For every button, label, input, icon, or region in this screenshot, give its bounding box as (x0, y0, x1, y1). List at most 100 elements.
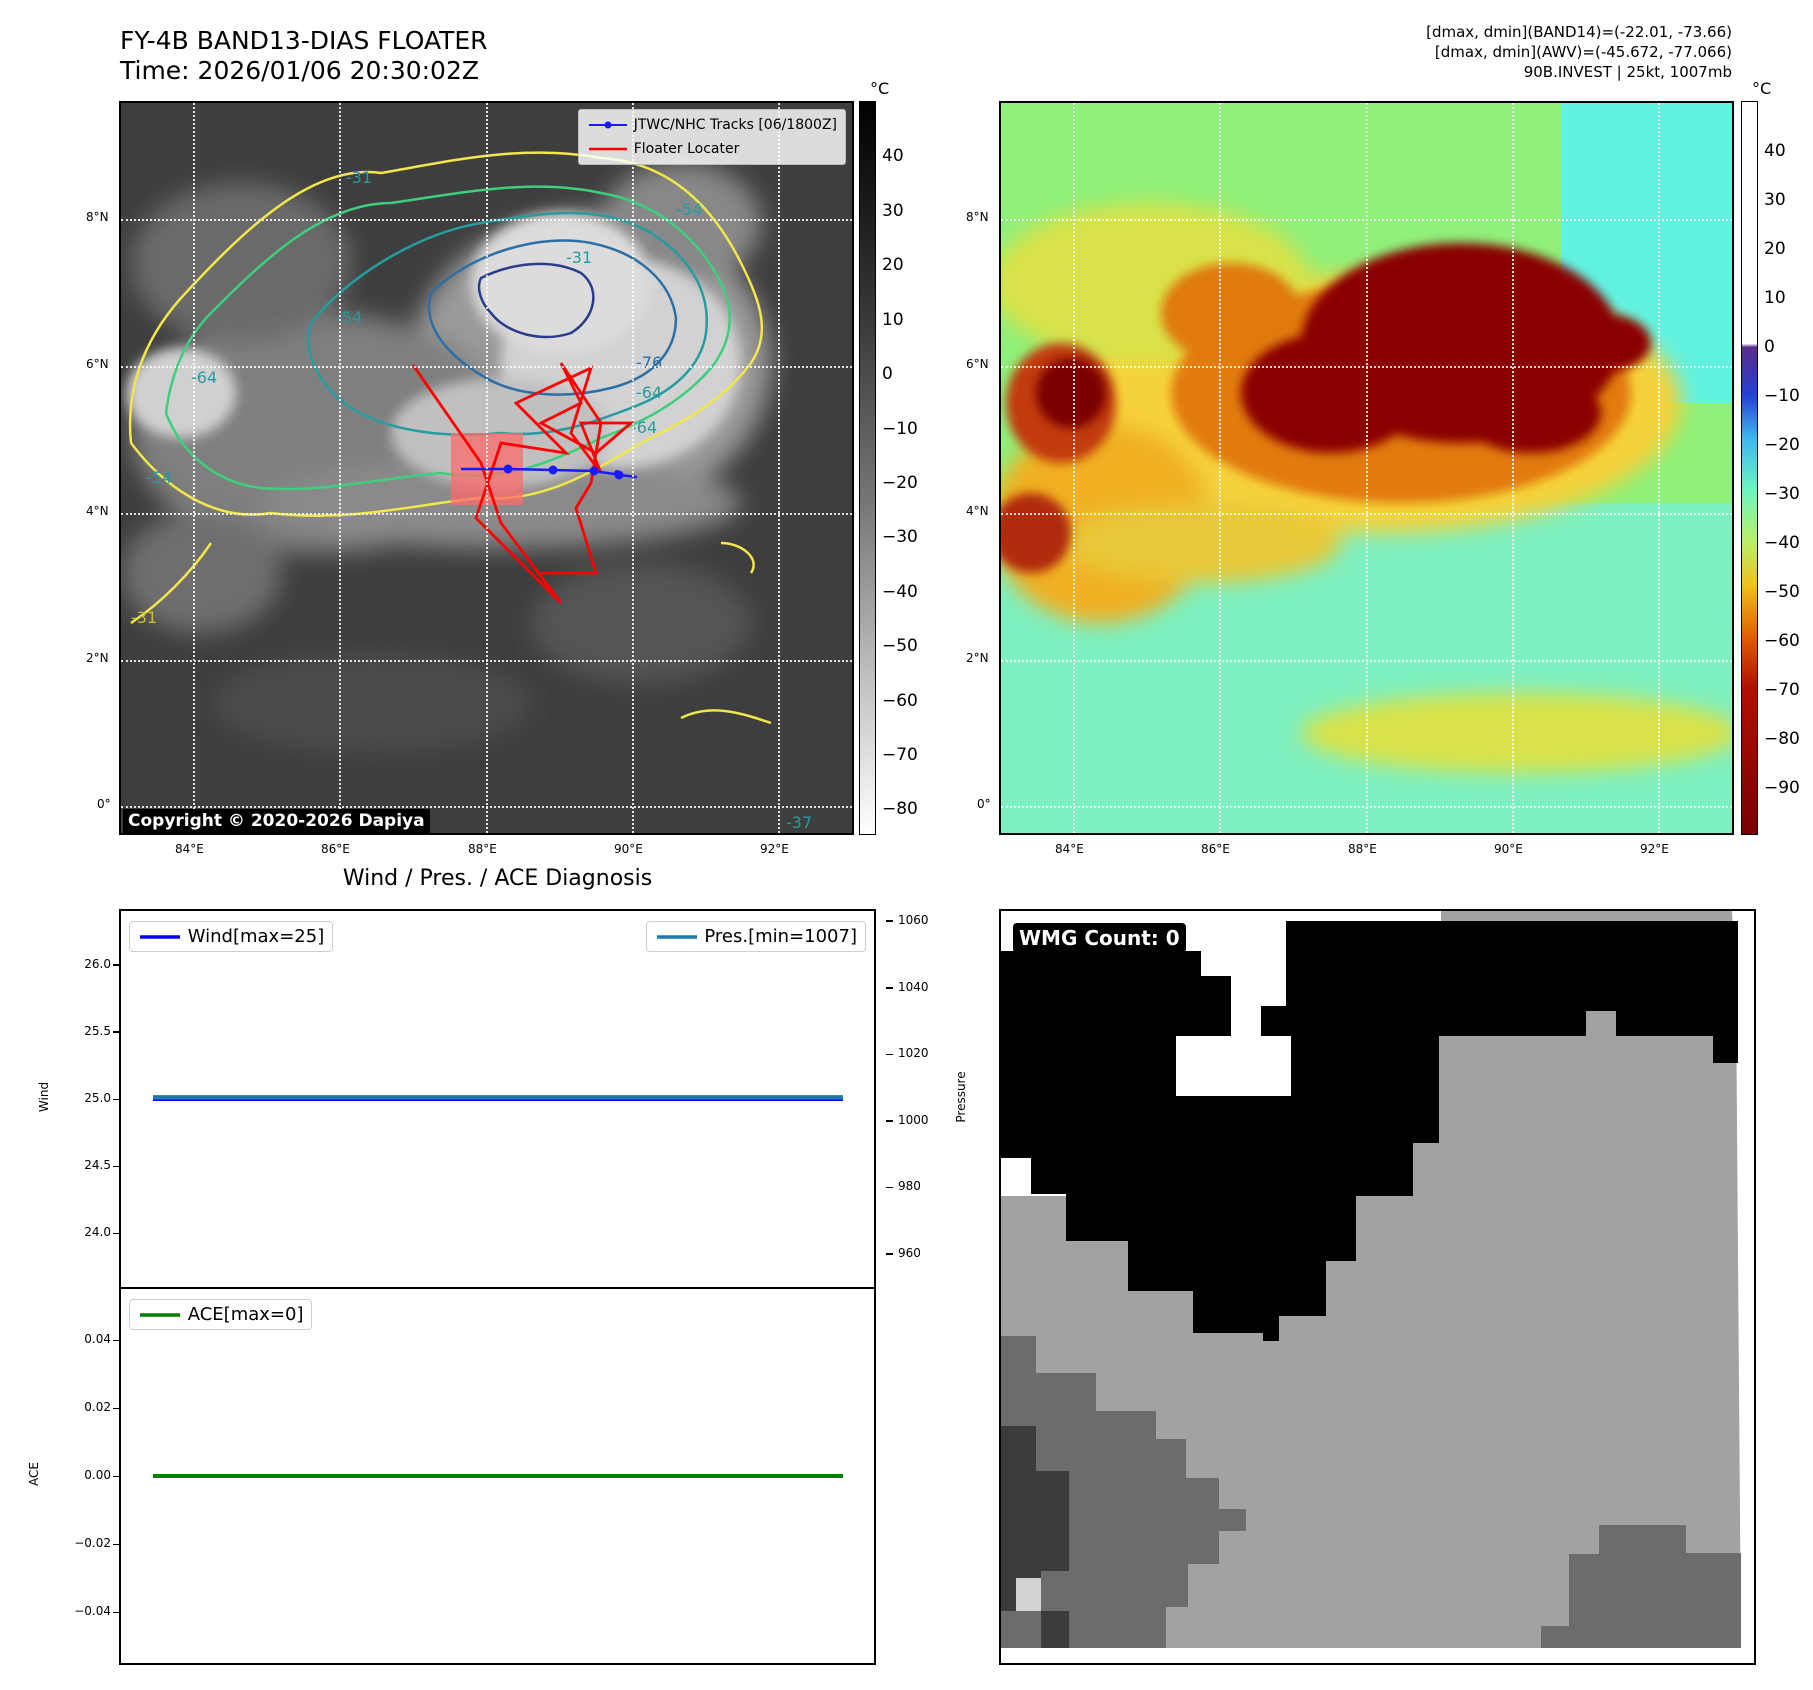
ace-canvas (153, 1474, 843, 1478)
cb-tick: −10 (882, 419, 918, 439)
ace-legend: ACE[max=0] (129, 1299, 313, 1330)
x-tick: 92°E (760, 842, 789, 856)
awv-map (999, 101, 1734, 835)
info-storm: 90B.INVEST | 25kt, 1007mb (1523, 63, 1732, 81)
cb-tick: −40 (882, 582, 918, 602)
tick-mark (886, 920, 893, 922)
x-tick: 90°E (1494, 842, 1523, 856)
legend-label-jtwc: JTWC/NHC Tracks [06/1800Z] (633, 117, 837, 133)
info-band14: [dmax, dmin](BAND14)=(-22.01, -73.66) (1426, 23, 1732, 41)
ace-y-tick: 0.02 (84, 1400, 111, 1414)
x-tick: 88°E (468, 842, 497, 856)
y-tick: 8°N (86, 210, 109, 224)
cb-tick: −10 (1764, 386, 1800, 406)
cb-tick: −60 (882, 691, 918, 711)
ir-satellite-map: -31 -54 -54 -64 -76 -64 -64 -54 -31 -37 … (119, 101, 854, 835)
ir-legend: JTWC/NHC Tracks [06/1800Z] Floater Locat… (578, 109, 846, 165)
tick-mark (886, 1120, 893, 1122)
contour-label: -64 (631, 418, 657, 437)
legend-item-floater: Floater Locater (587, 137, 837, 161)
wind-pressure-plot: Wind[max=25] Pres.[min=1007] (119, 909, 876, 1289)
x-tick: 86°E (321, 842, 350, 856)
diag-title: Wind / Pres. / ACE Diagnosis (342, 866, 653, 891)
tick-mark (113, 1543, 120, 1545)
cb-tick: −60 (1764, 631, 1800, 651)
cb-tick: −50 (882, 636, 918, 656)
ace-y-tick: −0.04 (74, 1604, 111, 1618)
wind-y-tick: 25.5 (84, 1023, 111, 1038)
wmg-imagery (1001, 911, 1754, 1663)
cb-tick: 40 (882, 146, 904, 166)
cb-tick: −70 (1764, 680, 1800, 700)
contour-label: -54 (146, 468, 172, 487)
contour-label: -76 (636, 353, 662, 372)
cb-tick: −90 (1764, 778, 1800, 798)
wmg-count-badge: WMG Count: 0 (1013, 923, 1186, 953)
tick-mark (886, 1186, 893, 1189)
cb-tick: −40 (1764, 533, 1800, 553)
tick-mark (113, 1232, 120, 1235)
y-tick: 0° (977, 797, 991, 811)
wind-y-tick: 24.5 (84, 1158, 111, 1173)
ace-legend-label: ACE[max=0] (187, 1304, 304, 1325)
y-tick: 4°N (966, 504, 989, 518)
y-tick: 2°N (86, 651, 109, 665)
ir-colorbar (859, 101, 876, 835)
cb-tick: −30 (1764, 484, 1800, 504)
tick-mark (113, 1611, 120, 1613)
tick-mark (113, 1407, 120, 1409)
wind-legend: Wind[max=25] (129, 921, 334, 952)
awv-colorbar-unit: °C (1752, 79, 1772, 98)
tick-mark (113, 1165, 120, 1168)
y-tick: 4°N (86, 504, 109, 518)
wind-y-tick: 24.0 (84, 1225, 111, 1240)
tick-mark (886, 1053, 893, 1056)
x-tick: 84°E (175, 842, 204, 856)
wind-pressure-canvas (153, 1095, 843, 1101)
x-tick: 88°E (1348, 842, 1377, 856)
wmg-panel: WMG Count: 0 (999, 909, 1756, 1665)
floater-locater-track (411, 362, 635, 604)
x-tick: 90°E (614, 842, 643, 856)
y-tick: 2°N (966, 651, 989, 665)
figure-title: FY-4B BAND13-DIAS FLOATER (120, 26, 488, 55)
contour-label: -64 (636, 383, 662, 402)
ir-colorbar-unit: °C (870, 79, 890, 98)
tick-mark (113, 1031, 120, 1033)
pressure-legend: Pres.[min=1007] (645, 921, 866, 952)
contour-label: -64 (191, 368, 217, 387)
y-tick: 6°N (86, 357, 109, 371)
awv-colorbar (1741, 101, 1758, 835)
x-tick: 84°E (1055, 842, 1084, 856)
ace-ylabel: ACE (27, 1462, 41, 1486)
cb-tick: −20 (1764, 435, 1800, 455)
wind-y-tick: 25.0 (84, 1091, 111, 1105)
cb-tick: 20 (882, 255, 904, 275)
wind-y-tick: 26.0 (84, 956, 111, 971)
tick-mark (113, 1475, 120, 1477)
pressure-y-tick: 960 (898, 1245, 921, 1260)
tick-mark (113, 1339, 120, 1341)
tick-mark (886, 987, 893, 989)
ace-y-tick: 0.04 (84, 1332, 111, 1346)
info-awv: [dmax, dmin](AWV)=(-45.672, -77.066) (1434, 43, 1732, 61)
cb-tick: 0 (882, 364, 893, 384)
ace-plot: ACE[max=0] (119, 1287, 876, 1665)
contour-label: -37 (786, 813, 812, 832)
cb-tick: 20 (1764, 239, 1786, 259)
cb-tick: −20 (882, 473, 918, 493)
contour-label: -54 (336, 308, 362, 327)
cb-tick: 10 (882, 310, 904, 330)
tick-mark (113, 964, 120, 966)
cb-tick: 10 (1764, 288, 1786, 308)
y-tick: 6°N (966, 357, 989, 371)
cb-tick: −80 (1764, 729, 1800, 749)
cb-tick: −30 (882, 527, 918, 547)
pressure-y-tick: 1060 (898, 912, 929, 927)
legend-label-floater: Floater Locater (633, 141, 740, 157)
ace-y-tick: −0.02 (74, 1536, 111, 1550)
contour-label: -31 (131, 608, 157, 627)
cb-tick: 0 (1764, 337, 1775, 357)
x-tick: 86°E (1201, 842, 1230, 856)
y-tick: 0° (97, 797, 111, 811)
